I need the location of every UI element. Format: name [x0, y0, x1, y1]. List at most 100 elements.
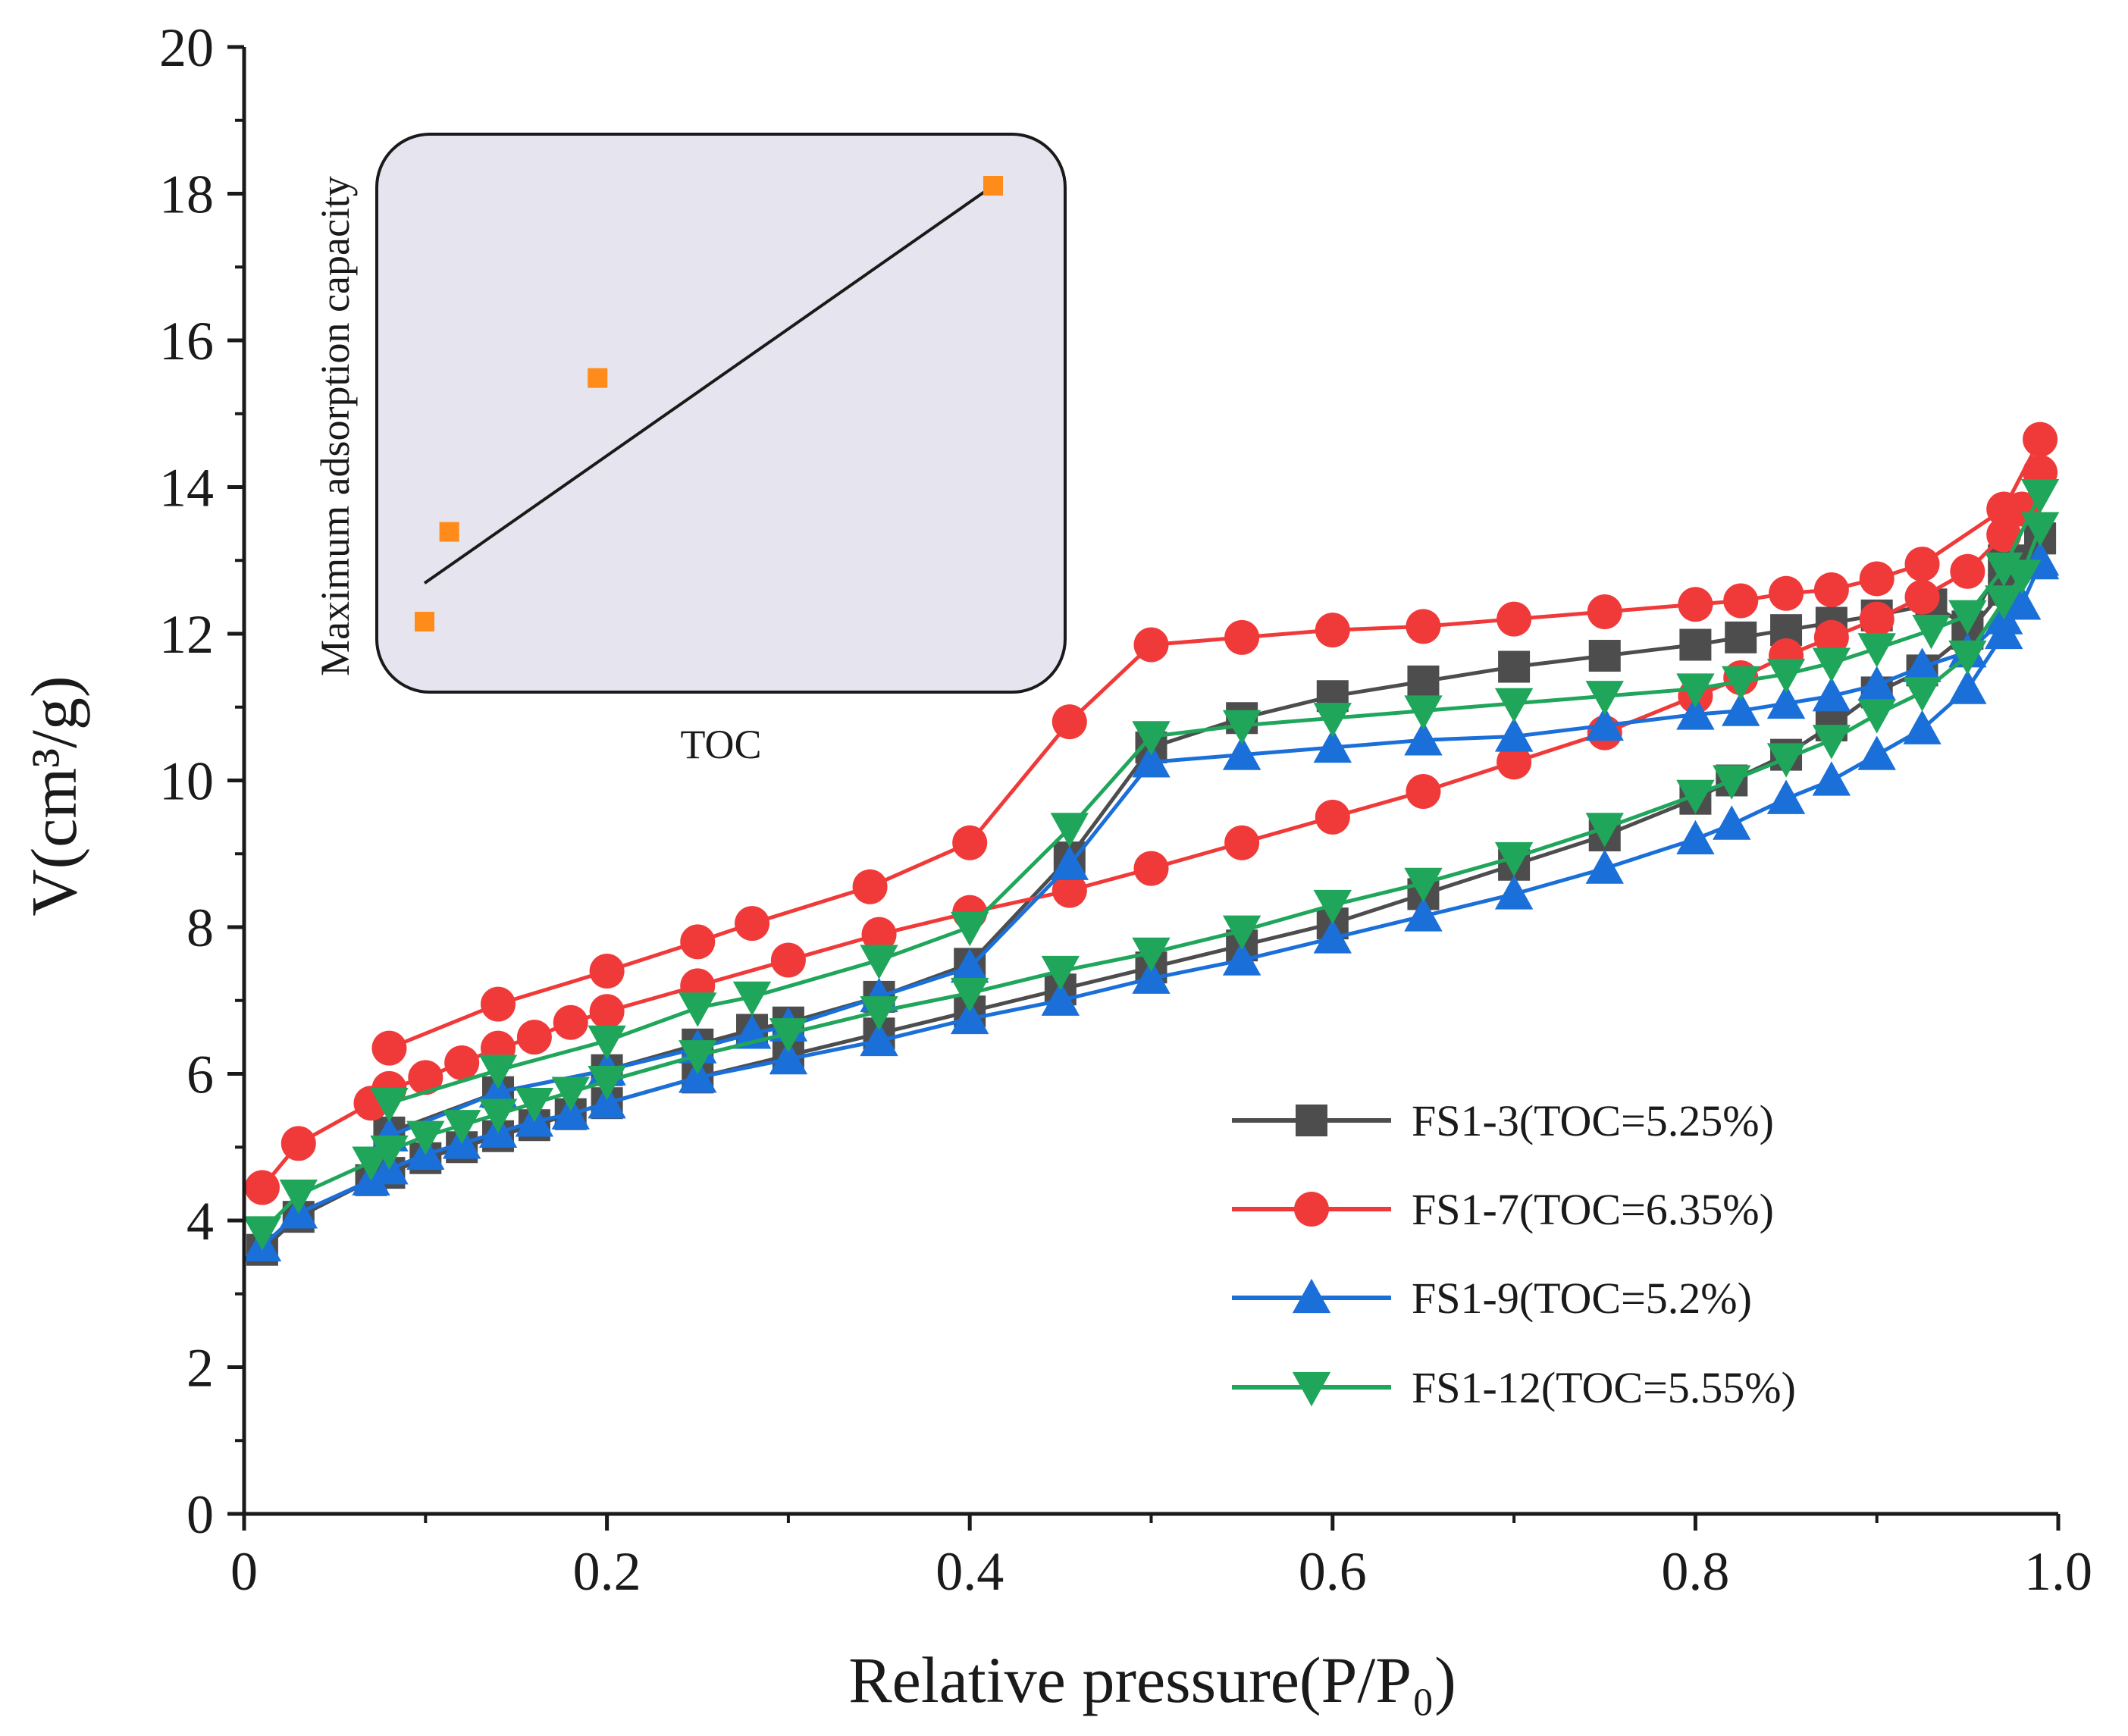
legend-item-3: FS1-12(TOC=5.55%) [1232, 1363, 1796, 1412]
series-3-adsorption-point-8 [551, 1076, 590, 1111]
series-3-adsorption-point-15 [1132, 937, 1171, 973]
legend-item-0: FS1-3(TOC=5.25%) [1232, 1096, 1774, 1145]
y-tick-label-2: 4 [186, 1191, 214, 1252]
series-3-adsorption-point-30 [2020, 512, 2060, 547]
series-1-desorption-point-14 [1051, 704, 1087, 740]
series-2-adsorption-point-18 [1404, 897, 1443, 932]
y-tick-label-7: 14 [159, 458, 214, 519]
series-2-adsorption-point-16 [1222, 941, 1261, 976]
y-tick-label-0: 0 [186, 1484, 214, 1545]
series-3-adsorption-point-14 [1041, 955, 1080, 991]
series-3-desorption-point-8 [1676, 673, 1715, 708]
series-3-adsorption-point-11 [769, 1018, 808, 1053]
series-0-desorption-point-7 [1725, 621, 1757, 653]
y-tick-label-5: 10 [159, 751, 214, 812]
series-1-desorption-point-13 [1133, 627, 1169, 663]
series-2-desorption-point-10 [1494, 717, 1534, 752]
series-2-adsorption-point-21 [1676, 819, 1715, 855]
y-tick-label-8: 16 [159, 311, 214, 371]
plot-area [243, 421, 2060, 1266]
series-3-adsorption-point-2 [352, 1146, 390, 1181]
series-3-adsorption-point-10 [679, 1040, 717, 1075]
series-1-adsorption-point-12 [861, 917, 897, 952]
series-1-desorption-point-11 [1315, 613, 1350, 648]
series-1-desorption-point-8 [1587, 594, 1622, 629]
series-3-adsorption-point-12 [860, 996, 898, 1031]
series-3-desorption-point-11 [1404, 695, 1443, 730]
series-1-desorption-point-0 [2023, 421, 2058, 457]
y-tick-label-1: 2 [186, 1338, 214, 1399]
series-1-desorption-point-20 [481, 986, 516, 1022]
series-3-adsorption-point-28 [1985, 585, 2023, 620]
inset-point-2 [588, 368, 608, 388]
legend-item-1: FS1-7(TOC=6.35%) [1232, 1185, 1774, 1234]
series-2-desorption-point-11 [1404, 721, 1443, 756]
series-3-desorption-point-5 [1812, 647, 1851, 682]
inset-panel: TOC Maximum adsorption capacity [312, 133, 1067, 767]
series-1-desorption-point-1 [1986, 491, 2022, 527]
series-1-desorption-point-15 [952, 825, 988, 860]
series-3-adsorption-point-1 [279, 1179, 318, 1214]
series-3-adsorption-point-16 [1222, 915, 1261, 951]
series-3-adsorption-point-22 [1713, 765, 1751, 800]
series-3-adsorption-point-17 [1313, 889, 1352, 925]
x-tick-label-2: 0.4 [936, 1541, 1004, 1602]
series-1-desorption-point-6 [1723, 583, 1759, 619]
series-1-desorption-point-3 [1859, 561, 1895, 597]
series-2-desorption-point-5 [1812, 677, 1851, 712]
series-1-desorption-point-19 [589, 954, 625, 989]
series-3-adsorption-point-26 [1903, 677, 1942, 712]
series-1-adsorption-point-16 [1224, 825, 1260, 860]
series-3-desorption-point-3 [1912, 615, 1951, 650]
y-tick-label-3: 6 [186, 1045, 214, 1105]
series-3-desorption-point-15 [1050, 813, 1089, 848]
series-3-desorption-point-16 [951, 911, 989, 947]
series-1-adsorption-point-15 [1133, 851, 1169, 886]
series-3-desorption-point-0 [2020, 479, 2060, 514]
series-3-adsorption-point-20 [1585, 813, 1624, 848]
series-1-adsorption-point-24 [1813, 619, 1849, 655]
series-1-adsorption-point-25 [1859, 601, 1895, 637]
y-tick-label-4: 8 [186, 898, 214, 958]
series-3-desorption-point-14 [1132, 721, 1171, 756]
series-3-desorption-point-20 [588, 1025, 626, 1061]
series-3-desorption-point-22 [370, 1088, 409, 1123]
series-1-desorption-point-12 [1224, 619, 1260, 655]
series-1-desorption-point-18 [680, 924, 716, 960]
series-1-desorption-point-10 [1406, 609, 1441, 644]
series-2-desorption-point-8 [1676, 695, 1715, 730]
series-3-adsorption-point-24 [1812, 725, 1851, 760]
series-2-adsorption-point-17 [1313, 919, 1352, 954]
series-1-desorption-point-21 [371, 1030, 407, 1066]
series-2-adsorption-point-14 [1041, 981, 1080, 1016]
series-1 [244, 421, 2058, 1205]
series-0-desorption-point-10 [1498, 650, 1531, 683]
inset-fit-line [423, 184, 995, 584]
series-1-adsorption-point-27 [1950, 553, 1985, 589]
series-3-adsorption-point-25 [1857, 699, 1896, 734]
series-2-desorption-point-12 [1313, 728, 1352, 763]
series-1-desorption-line [388, 438, 2042, 1050]
legend-label-3: FS1-12(TOC=5.55%) [1412, 1363, 1796, 1412]
series-1-adsorption-point-5 [444, 1045, 480, 1080]
series-3-desorption-point-19 [679, 992, 717, 1027]
series-3-desorption-point-4 [1857, 633, 1896, 668]
x-tick-label-1: 0.2 [573, 1541, 641, 1602]
inset-point-1 [439, 522, 459, 542]
x-tick-label-0: 0 [230, 1541, 258, 1602]
series-2-desorption-point-9 [1585, 706, 1624, 741]
series-3-adsorption-point-5 [442, 1110, 481, 1145]
series-2-adsorption-point-8 [551, 1095, 590, 1130]
series-1-adsorption-point-17 [1315, 799, 1350, 835]
series-1-adsorption-point-28 [1986, 517, 2022, 553]
series-1-adsorption-point-1 [280, 1126, 316, 1161]
series-2-adsorption-point-29 [2002, 585, 2042, 620]
x-axis-title: Relative pressure(P/P₀) [848, 1644, 1456, 1716]
series-2-desorption-point-4 [1857, 666, 1896, 700]
series-3-adsorption-point-23 [1766, 743, 1806, 778]
series-2-desorption-point-3 [1903, 647, 1942, 682]
series-1-desorption-point-2 [1904, 547, 1940, 582]
series-2-desorption-point-16 [951, 948, 989, 983]
x-tick-label-3: 0.6 [1299, 1541, 1367, 1602]
